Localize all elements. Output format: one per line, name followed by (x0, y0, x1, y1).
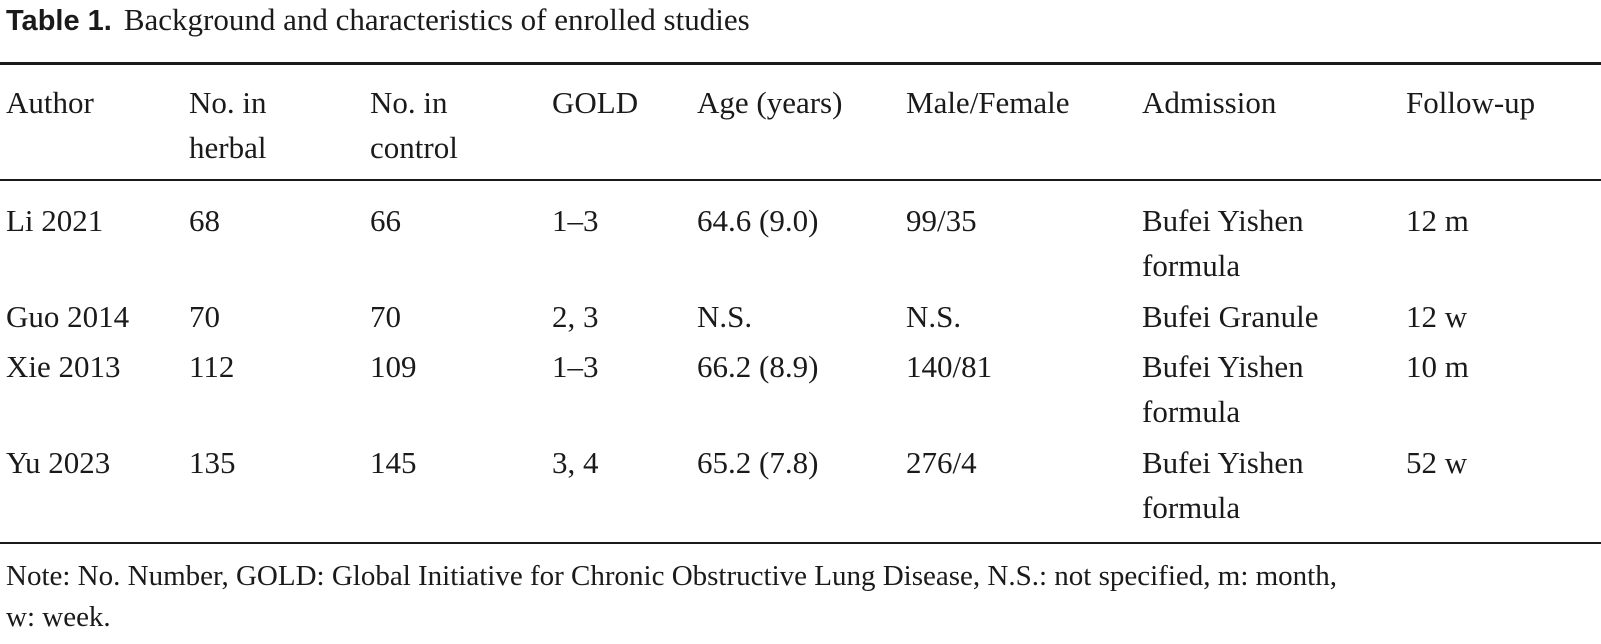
cell-control: 145 (370, 445, 417, 480)
cell-male-female: 276/4 (906, 445, 977, 480)
header-male-female: Male/Female (906, 85, 1070, 120)
header-no-in-control: No. in control (370, 85, 458, 165)
cell-follow-up: 52 w (1406, 445, 1468, 480)
note-line: w: week. (6, 601, 111, 633)
cell-author: Xie 2013 (6, 349, 121, 384)
cell-author: Li 2021 (6, 203, 104, 238)
cell-male-female: 140/81 (906, 349, 993, 384)
table-row: Yu 2023 135 145 3, 4 65.2 (7.8) 276/4 Bu… (0, 440, 1601, 536)
top-rule (0, 62, 1601, 65)
table-label: Table 1. (6, 5, 112, 37)
note-line: Note: No. Number, GOLD: Global Initiativ… (6, 560, 1337, 592)
bottom-rule (0, 542, 1601, 544)
cell-gold: 3, 4 (552, 445, 599, 480)
table-title: Background and characteristics of enroll… (123, 2, 750, 37)
header-rule (0, 179, 1601, 181)
header-row: Author No. in herbal No. in control GOLD A… (0, 80, 1601, 180)
cell-follow-up: 10 m (1406, 349, 1469, 384)
studies-table: Author No. in herbal No. in control GOLD A… (0, 80, 1601, 536)
cell-herbal: 70 (189, 299, 220, 334)
table-row: Guo 2014 70 70 2, 3 N.S. N.S. Bufei Gran… (0, 294, 1601, 344)
header-no-in-herbal: No. in herbal (189, 85, 267, 165)
cell-male-female: 99/35 (906, 203, 977, 238)
cell-age: N.S. (697, 299, 753, 334)
cell-age: 66.2 (8.9) (697, 349, 819, 384)
header-age: Age (years) (697, 85, 843, 120)
header-author: Author (6, 85, 94, 120)
cell-admission: Bufei Yishen formula (1142, 445, 1304, 525)
cell-author: Guo 2014 (6, 299, 130, 334)
cell-admission: Bufei Yishen formula (1142, 349, 1304, 429)
cell-author: Yu 2023 (6, 445, 111, 480)
cell-gold: 1–3 (552, 203, 599, 238)
cell-admission: Bufei Granule (1142, 299, 1319, 334)
cell-gold: 2, 3 (552, 299, 599, 334)
table-caption: Table 1. Background and characteristics o… (6, 0, 750, 41)
cell-control: 109 (370, 349, 417, 384)
table-note: Note: No. Number, GOLD: Global Initiativ… (6, 556, 1596, 638)
header-follow-up: Follow-up (1406, 85, 1536, 120)
cell-herbal: 135 (189, 445, 236, 480)
header-gold: GOLD (552, 85, 639, 120)
cell-follow-up: 12 m (1406, 203, 1469, 238)
cell-control: 70 (370, 299, 401, 334)
table-row: Xie 2013 112 109 1–3 66.2 (8.9) 140/81 B… (0, 344, 1601, 440)
cell-gold: 1–3 (552, 349, 599, 384)
cell-admission: Bufei Yishen formula (1142, 203, 1304, 283)
cell-age: 64.6 (9.0) (697, 203, 819, 238)
cell-herbal: 112 (189, 349, 235, 384)
cell-age: 65.2 (7.8) (697, 445, 819, 480)
cell-male-female: N.S. (906, 299, 962, 334)
header-admission: Admission (1142, 85, 1277, 120)
cell-control: 66 (370, 203, 401, 238)
table-row: Li 2021 68 66 1–3 64.6 (9.0) 99/35 Bufei… (0, 180, 1601, 294)
cell-herbal: 68 (189, 203, 220, 238)
cell-follow-up: 12 w (1406, 299, 1468, 334)
